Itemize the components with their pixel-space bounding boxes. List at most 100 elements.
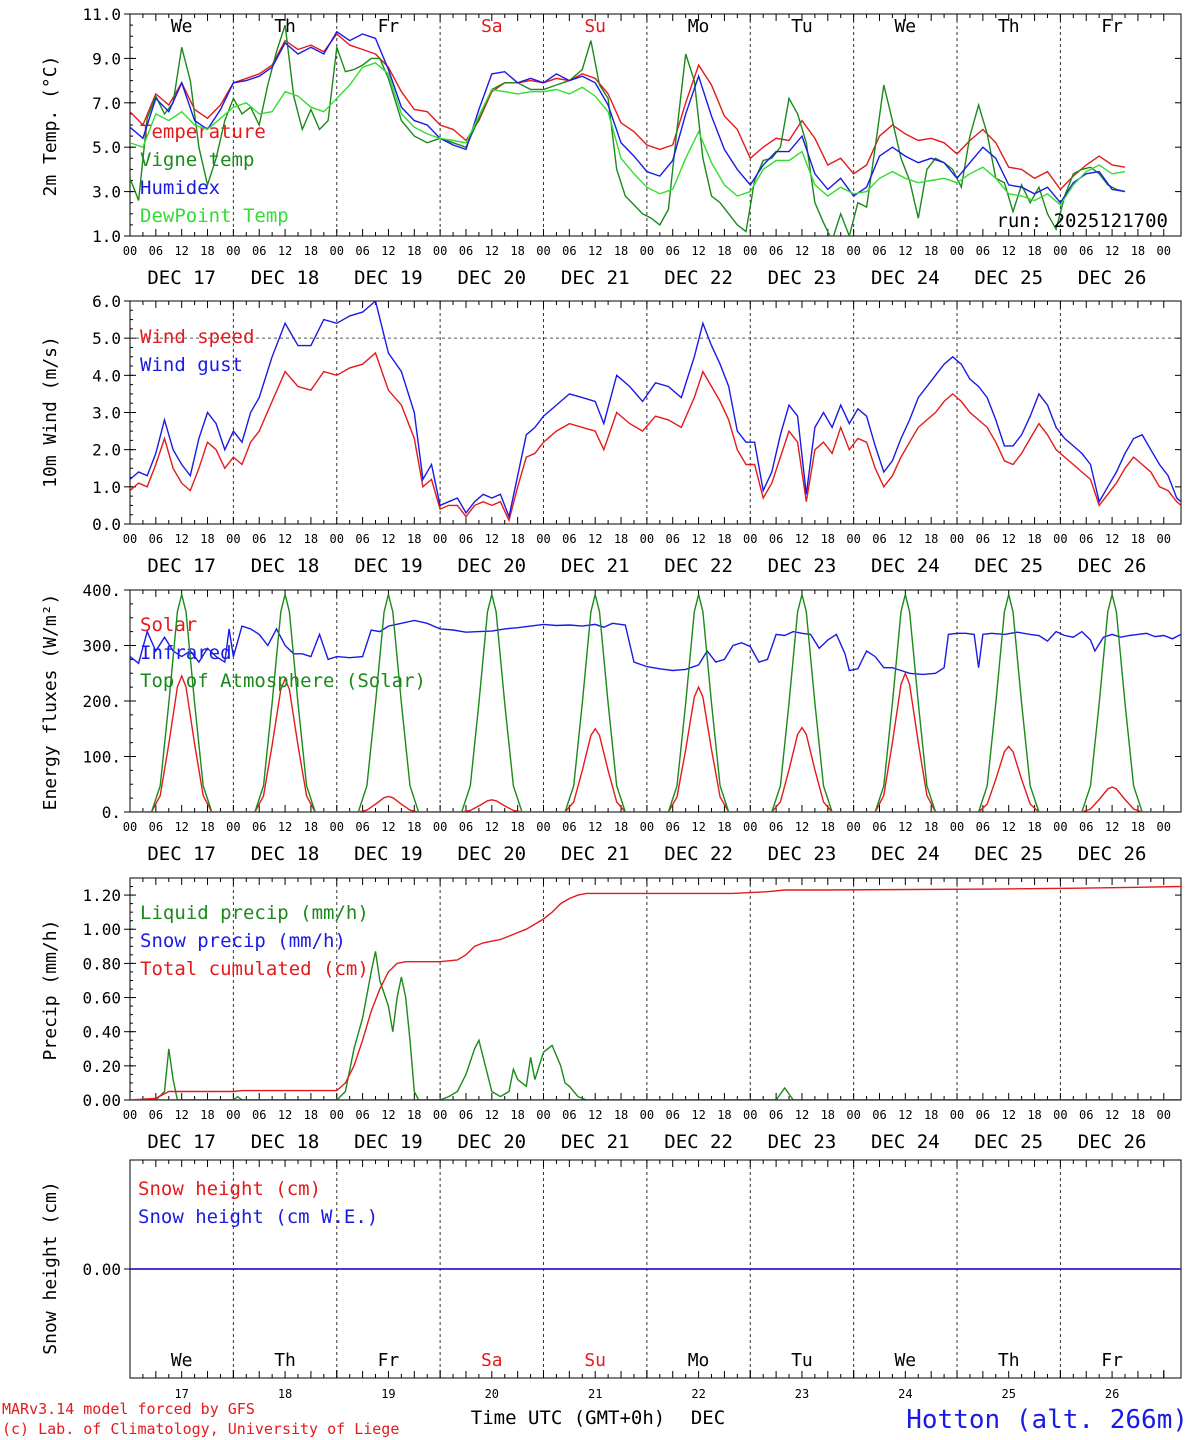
legend-entry: Humidex	[140, 177, 220, 199]
date-label: DEC 25	[974, 267, 1043, 289]
hour-tick-label: 12	[381, 244, 395, 258]
hour-tick-label: 06	[1079, 820, 1093, 834]
y-axis-label: Precip (mm/h)	[40, 920, 61, 1061]
hour-tick-label: 12	[485, 820, 499, 834]
hour-tick-label: 06	[459, 820, 473, 834]
weekday-label: Th	[998, 16, 1020, 37]
date-label: DEC 22	[664, 1131, 733, 1153]
date-label: DEC 22	[664, 843, 733, 865]
hour-tick-label: 00	[950, 1108, 964, 1122]
y-tick-label: 400.	[82, 581, 121, 600]
series-line-liquid-precip-mm-h-	[130, 951, 1181, 1100]
day-number-label: 20	[485, 1387, 499, 1401]
date-label: DEC 18	[251, 1131, 320, 1153]
day-number-label: 25	[1001, 1387, 1015, 1401]
hour-tick-label: 06	[355, 244, 369, 258]
hour-tick-label: 00	[1053, 532, 1067, 546]
legend-entry: Liquid precip (mm/h)	[140, 902, 369, 924]
weekday-label: Th	[998, 1350, 1020, 1371]
hour-tick-label: 12	[588, 1108, 602, 1122]
hour-tick-label: 18	[924, 532, 938, 546]
hour-tick-label: 18	[717, 820, 731, 834]
day-number-label: 24	[898, 1387, 912, 1401]
y-axis-label: 2m Temp. (°C)	[40, 56, 61, 197]
hour-tick-label: 12	[898, 820, 912, 834]
hour-tick-label: 12	[1105, 1108, 1119, 1122]
series-line-solar	[130, 671, 1181, 812]
legend-entry: Top of Atmosphere (Solar)	[140, 670, 426, 692]
y-tick-label: 0.40	[82, 1023, 121, 1042]
hour-tick-label: 12	[588, 820, 602, 834]
hour-tick-label: 06	[1079, 1108, 1093, 1122]
y-tick-label: 1.20	[82, 886, 121, 905]
hour-tick-label: 06	[459, 532, 473, 546]
weekday-label: We	[171, 16, 193, 37]
date-label: DEC 26	[1078, 555, 1147, 577]
hour-tick-label: 18	[821, 244, 835, 258]
y-axis-label: Energy fluxes (W/m²)	[40, 594, 61, 811]
y-tick-label: 4.0	[92, 366, 121, 385]
hour-tick-label: 00	[433, 244, 447, 258]
hour-tick-label: 00	[330, 532, 344, 546]
hour-tick-label: 06	[666, 820, 680, 834]
plot-frame	[129, 589, 1182, 813]
panel-wind: 0.0 1.0 2.0 3.0 4.0 5.0 6.0 10m Wind (m/s) Wind …	[40, 292, 1182, 577]
hour-tick-label: 06	[976, 244, 990, 258]
legend-entry: Snow height (cm)	[138, 1178, 321, 1200]
hour-tick-label: 06	[355, 1108, 369, 1122]
hour-tick-label: 12	[485, 244, 499, 258]
hour-tick-label: 06	[976, 820, 990, 834]
y-tick-label: 3.0	[92, 404, 121, 423]
hour-tick-label: 00	[330, 820, 344, 834]
y-tick-label: 0.00	[82, 1091, 121, 1110]
hour-tick-label: 18	[1027, 820, 1041, 834]
model-credit: MARv3.14 model forced by GFS	[2, 1400, 255, 1418]
hour-tick-label: 06	[149, 1108, 163, 1122]
date-label: DEC 20	[457, 1131, 526, 1153]
hour-tick-label: 06	[1079, 244, 1093, 258]
hour-tick-label: 12	[485, 1108, 499, 1122]
y-tick-label: 0.0	[92, 515, 121, 534]
hour-tick-label: 12	[1001, 820, 1015, 834]
hour-tick-label: 12	[278, 820, 292, 834]
weekday-label: Su	[584, 16, 606, 37]
legend-entry: Infrared	[140, 642, 232, 664]
hour-tick-label: 18	[717, 532, 731, 546]
panel-temp: 1.0 3.0 5.0 7.0 9.0 11.0 2m Temp. (°C) Temperat…	[40, 5, 1182, 289]
weekday-label: Th	[274, 1350, 296, 1371]
legend-entry: Wind gust	[140, 354, 243, 376]
time-axis-label: Time UTC (GMT+0h)	[471, 1407, 665, 1429]
panel-snow: 0.00 Snow height (cm) Snow height (cm) Snow…	[40, 1159, 1182, 1401]
y-tick-label: 0.	[102, 803, 121, 822]
hour-tick-label: 18	[1131, 820, 1145, 834]
hour-tick-label: 12	[1001, 244, 1015, 258]
hour-tick-label: 00	[1053, 820, 1067, 834]
date-label: DEC 19	[354, 555, 423, 577]
day-number-label: 18	[278, 1387, 292, 1401]
series-line-temperature	[130, 32, 1126, 191]
hour-tick-label: 12	[1001, 1108, 1015, 1122]
hour-tick-label: 12	[691, 1108, 705, 1122]
hour-tick-label: 06	[252, 244, 266, 258]
hour-tick-label: 12	[588, 244, 602, 258]
hour-tick-label: 12	[1105, 820, 1119, 834]
y-tick-label: 200.	[82, 692, 121, 711]
weekday-label: Su	[584, 1350, 606, 1371]
hour-tick-label: 18	[200, 820, 214, 834]
weekday-label: Tu	[791, 1350, 813, 1371]
hour-tick-label: 18	[510, 532, 524, 546]
hour-tick-label: 06	[976, 1108, 990, 1122]
series-line-wind-gust	[130, 301, 1181, 520]
hour-tick-label: 12	[278, 1108, 292, 1122]
y-tick-label: 1.00	[82, 920, 121, 939]
hour-tick-label: 00	[330, 1108, 344, 1122]
hour-tick-label: 00	[536, 820, 550, 834]
hour-tick-label: 18	[200, 244, 214, 258]
series-line-wind-speed	[130, 351, 1181, 523]
date-label: DEC 25	[974, 1131, 1043, 1153]
hour-tick-label: 18	[1131, 532, 1145, 546]
hour-tick-label: 12	[795, 244, 809, 258]
hour-tick-label: 00	[846, 1108, 860, 1122]
legend-entry: Wind speed	[140, 326, 254, 348]
